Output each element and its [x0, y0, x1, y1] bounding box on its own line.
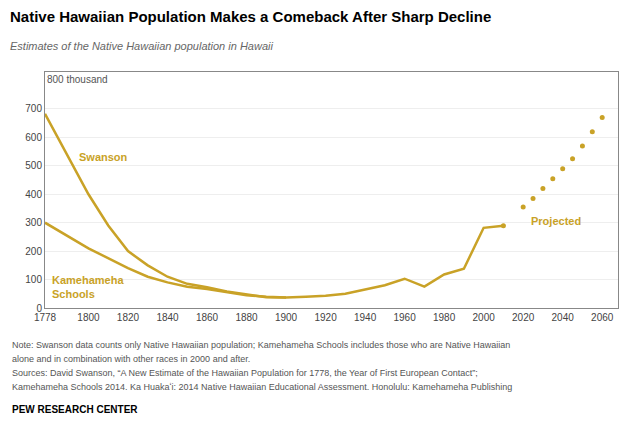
svg-text:300: 300	[25, 217, 42, 228]
svg-text:1940: 1940	[354, 312, 377, 323]
svg-text:1800: 1800	[77, 312, 100, 323]
svg-text:2020: 2020	[512, 312, 535, 323]
svg-text:500: 500	[25, 160, 42, 171]
svg-text:0: 0	[36, 303, 42, 314]
svg-text:Kamehameha Schools 2014. Ka Hu: Kamehameha Schools 2014. Ka Huakaʻi: 201…	[12, 382, 512, 392]
svg-text:Swanson: Swanson	[79, 151, 128, 163]
svg-text:2040: 2040	[552, 312, 575, 323]
svg-text:100: 100	[25, 274, 42, 285]
svg-text:1880: 1880	[235, 312, 258, 323]
svg-text:Sources: David Swanson, “A New: Sources: David Swanson, “A New Estimate …	[12, 368, 478, 378]
svg-text:1778: 1778	[34, 312, 57, 323]
svg-text:2000: 2000	[473, 312, 496, 323]
svg-text:1900: 1900	[275, 312, 298, 323]
svg-text:Estimates of the Native Hawaii: Estimates of the Native Hawaiian populat…	[10, 40, 273, 52]
svg-text:200: 200	[25, 246, 42, 257]
svg-text:KamehamehaSchools: KamehamehaSchools	[52, 274, 124, 300]
svg-text:1820: 1820	[117, 312, 140, 323]
svg-text:1840: 1840	[156, 312, 179, 323]
svg-text:Projected: Projected	[531, 215, 581, 227]
svg-text:alone and in combination with: alone and in combination with other race…	[12, 354, 250, 364]
svg-text:1960: 1960	[393, 312, 416, 323]
svg-text:600: 600	[25, 132, 42, 143]
svg-text:1860: 1860	[196, 312, 219, 323]
svg-text:PEW RESEARCH CENTER: PEW RESEARCH CENTER	[12, 404, 138, 415]
svg-text:400: 400	[25, 189, 42, 200]
svg-text:700: 700	[25, 103, 42, 114]
svg-text:Note: Swanson data counts only: Note: Swanson data counts only Native Ha…	[12, 340, 510, 350]
svg-text:Native Hawaiian Population Mak: Native Hawaiian Population Makes a Comeb…	[10, 8, 491, 25]
svg-text:1920: 1920	[314, 312, 337, 323]
svg-text:800 thousand: 800 thousand	[47, 74, 108, 85]
svg-text:2060: 2060	[591, 312, 614, 323]
svg-text:1980: 1980	[433, 312, 456, 323]
